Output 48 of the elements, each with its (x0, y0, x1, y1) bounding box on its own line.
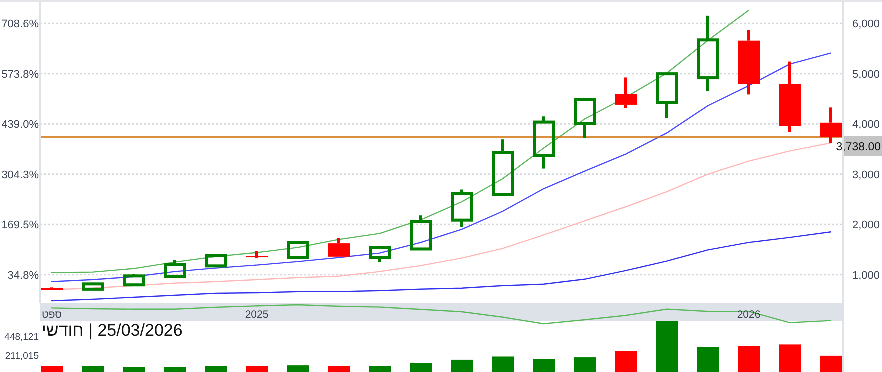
candlestick (779, 62, 801, 132)
bar (574, 358, 596, 372)
bar (656, 321, 678, 372)
y2-tick-label: 573.8% (2, 68, 40, 81)
bar (82, 366, 104, 372)
y2-tick-label: 439.0% (2, 119, 40, 132)
line-series (51, 142, 832, 290)
line-series (51, 52, 832, 282)
candlestick (615, 78, 637, 108)
bar (328, 366, 350, 372)
y2-tick-label: 304.3% (2, 169, 40, 182)
bar (287, 366, 309, 372)
bar (246, 366, 268, 372)
line-series (51, 232, 832, 302)
y-tick-label: 1,000 (852, 270, 880, 282)
bar (697, 347, 719, 372)
annotation: 25/03/2026 | חודשי (42, 321, 183, 340)
bar (369, 366, 391, 372)
bar (779, 344, 801, 372)
bar (615, 351, 637, 372)
bar (164, 367, 186, 372)
y-tick-label: 5,000 (852, 68, 880, 81)
x-tick-label: ספט (42, 309, 62, 321)
bar (820, 356, 842, 372)
ref-line-label: 3,738.00 (836, 141, 881, 154)
y2-tick-label: 34.8% (8, 270, 40, 282)
y-tick-label: 2,000 (852, 220, 880, 232)
candlestick (738, 30, 760, 95)
bar (123, 367, 145, 372)
y-tick-label: 448,121 (4, 332, 39, 344)
bar (451, 360, 473, 372)
candlestick (820, 108, 842, 144)
y-tick-label: 4,000 (852, 119, 880, 132)
x-tick-label: 2025 (245, 309, 269, 321)
bar (205, 366, 227, 372)
candlestick (328, 238, 350, 257)
y2-tick-label: 169.5% (2, 220, 40, 232)
y-tick-label: 211,015 (5, 351, 39, 362)
y2-tick-label: 708.6% (2, 18, 40, 31)
x-tick-label: 2026 (737, 309, 761, 321)
candlestick (697, 16, 719, 92)
bar (738, 346, 760, 372)
bar (41, 366, 63, 372)
bar (492, 356, 514, 372)
y-tick-label: 6,000 (852, 18, 880, 31)
bar (410, 363, 432, 372)
bar (533, 359, 555, 372)
y-tick-label: 3,000 (852, 169, 880, 182)
